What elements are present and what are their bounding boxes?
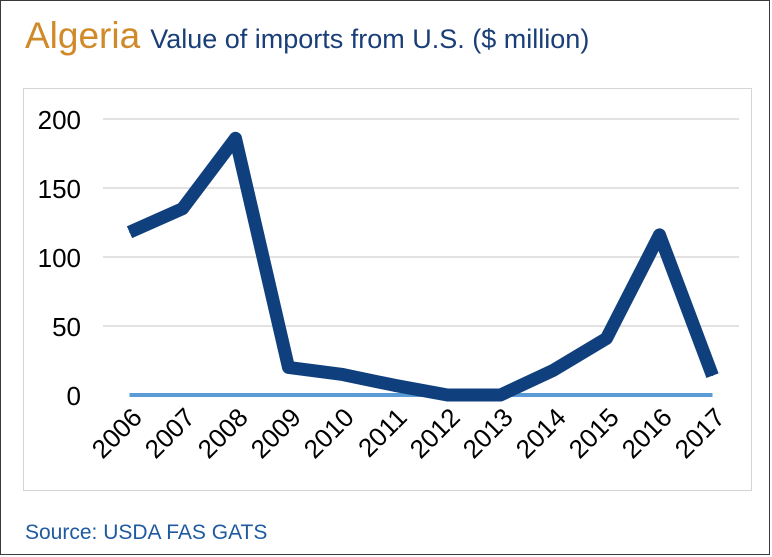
data-point-2015 bbox=[606, 337, 607, 339]
x-tick-label: 2013 bbox=[457, 402, 519, 464]
y-tick-label: 50 bbox=[52, 312, 81, 342]
x-tick-label: 2008 bbox=[192, 402, 254, 464]
x-tick-label: 2016 bbox=[616, 402, 678, 464]
x-tick-label: 2011 bbox=[352, 402, 413, 463]
x-tick-label: 2007 bbox=[139, 402, 201, 464]
plot-area-border bbox=[23, 88, 752, 491]
chart-subtitle: Value of imports from U.S. ($ million) bbox=[150, 24, 590, 54]
y-tick-label: 150 bbox=[38, 174, 81, 204]
data-point-2006 bbox=[129, 231, 130, 233]
data-point-2008 bbox=[235, 137, 236, 139]
data-point-2007 bbox=[182, 208, 183, 210]
data-point-2013 bbox=[500, 394, 501, 396]
data-point-2016 bbox=[659, 234, 660, 236]
x-tick-label: 2017 bbox=[669, 402, 731, 464]
data-point-2011 bbox=[394, 384, 395, 386]
data-point-2009 bbox=[288, 366, 289, 368]
x-tick-label: 2014 bbox=[510, 402, 572, 464]
data-point-2017 bbox=[712, 375, 713, 377]
x-tick-label: 2010 bbox=[298, 402, 360, 464]
y-tick-label: 100 bbox=[38, 243, 81, 273]
chart-header: Algeria Value of imports from U.S. ($ mil… bbox=[25, 15, 589, 57]
source-note: Source: USDA FAS GATS bbox=[25, 521, 268, 544]
x-tick-label: 2015 bbox=[563, 402, 625, 464]
x-axis-ticks: 2006200720082009201020112012201320142015… bbox=[86, 402, 731, 464]
gridlines bbox=[103, 118, 739, 327]
y-tick-label: 200 bbox=[38, 105, 81, 135]
data-point-2010 bbox=[341, 373, 342, 375]
series-line-layer bbox=[126, 131, 719, 402]
country-title: Algeria bbox=[25, 15, 141, 56]
x-tick-label: 2006 bbox=[86, 402, 148, 464]
x-tick-label: 2012 bbox=[404, 402, 466, 464]
series-line bbox=[126, 131, 719, 402]
data-point-2014 bbox=[553, 369, 554, 371]
x-tick-label: 2009 bbox=[245, 402, 307, 464]
y-tick-label: 0 bbox=[67, 381, 81, 411]
data-point-2012 bbox=[447, 394, 448, 396]
y-axis-ticks: 0 50 100 150 200 bbox=[38, 105, 81, 411]
